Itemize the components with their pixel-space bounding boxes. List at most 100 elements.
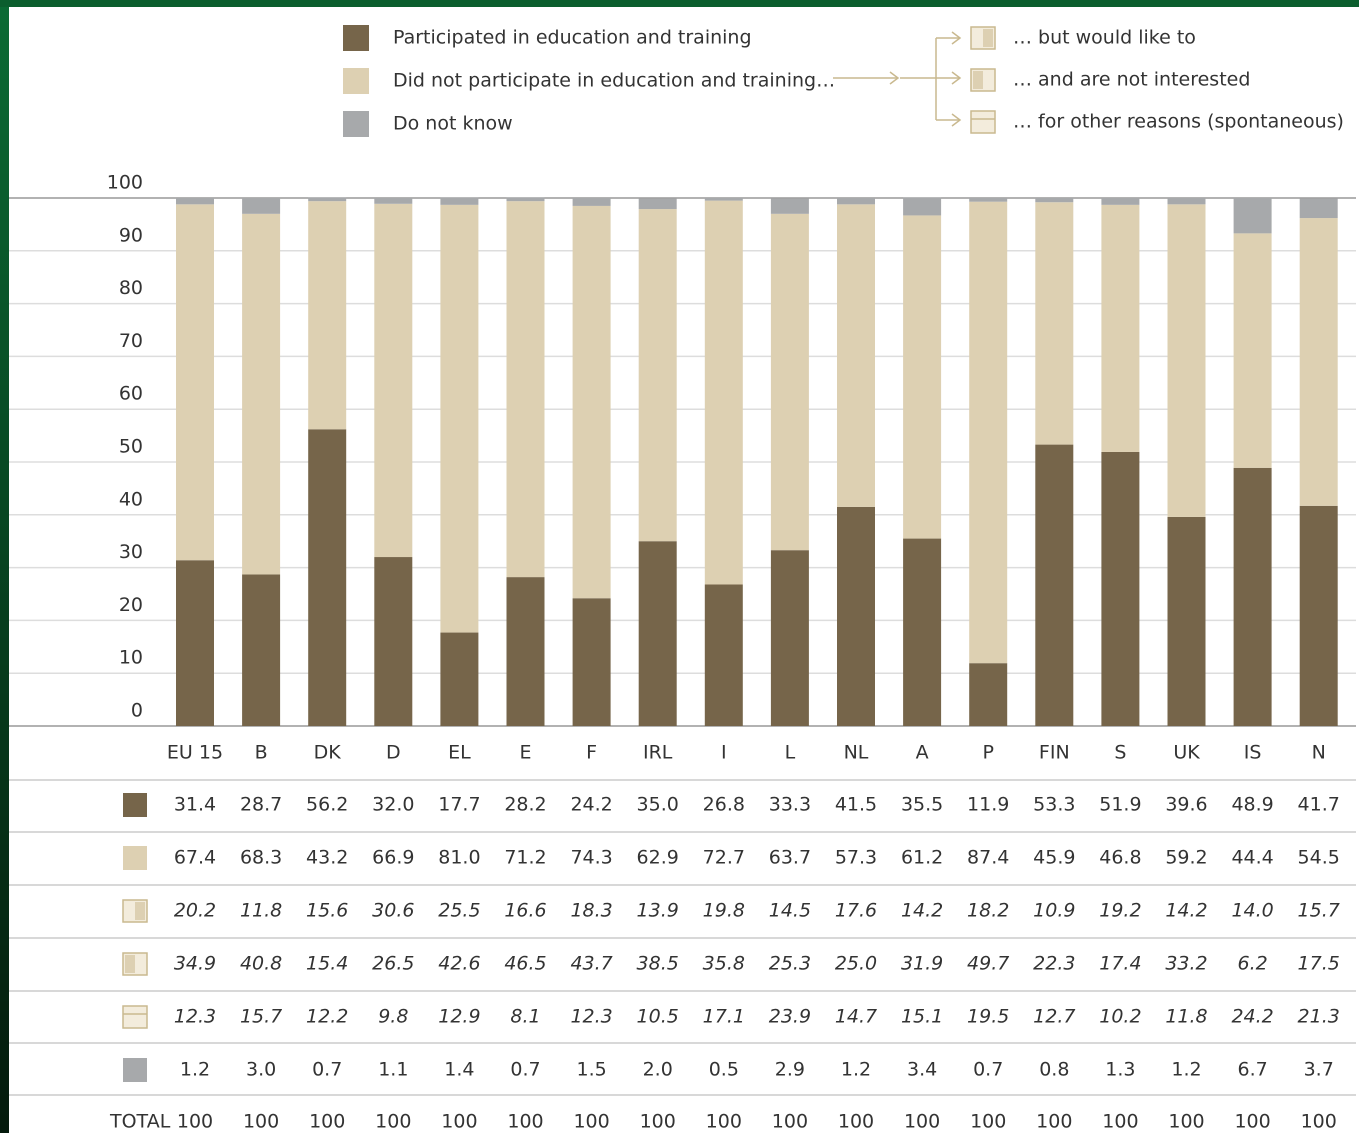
table-cell: 67.4: [174, 847, 216, 869]
table-cell: 100: [309, 1111, 345, 1133]
table-cell: 25.5: [438, 900, 480, 922]
y-tick-label: 90: [119, 224, 143, 246]
table-cell: 12.3: [570, 1006, 612, 1028]
table-cell: 17.6: [835, 900, 877, 922]
table-cell: 19.8: [703, 900, 745, 922]
table-cell: 0.7: [973, 1059, 1003, 1081]
table-cell: 12.2: [306, 1006, 348, 1028]
bar-segment: [374, 203, 413, 558]
table-cell: 14.0: [1231, 900, 1273, 922]
bar-segment: [440, 197, 479, 205]
table-cell: 11.8: [1165, 1006, 1207, 1028]
table-cell: 8.1: [510, 1006, 540, 1028]
table-cell: 30.6: [372, 900, 414, 922]
table-cell: 0.7: [510, 1059, 540, 1081]
table-cell: 18.3: [570, 900, 612, 922]
bar-segment: [704, 200, 743, 585]
bar-segment: [1299, 198, 1338, 219]
y-tick-label: 100: [107, 172, 143, 194]
legend-swatch: [343, 111, 369, 137]
bar-segment: [572, 598, 611, 726]
bar-segment: [506, 201, 545, 578]
table-cell: 49.7: [967, 953, 1009, 975]
table-cell: 68.3: [240, 847, 282, 869]
y-tick-label: 50: [119, 436, 143, 458]
table-cell: 10.9: [1033, 900, 1075, 922]
table-cell: 100: [772, 1111, 808, 1133]
table-cell: 57.3: [835, 847, 877, 869]
table-cell: 72.7: [703, 847, 745, 869]
legend-icon: [973, 71, 983, 89]
table-cell: 2.0: [643, 1059, 673, 1081]
table-cell: 31.9: [901, 953, 943, 975]
table-cell: 17.4: [1099, 953, 1141, 975]
table-cell: 66.9: [372, 847, 414, 869]
table-cell: 6.2: [1237, 953, 1267, 975]
bar-segment: [770, 213, 809, 551]
row-icon: [123, 793, 147, 817]
table-cell: 100: [1102, 1111, 1138, 1133]
bar-segment: [1101, 198, 1140, 205]
bar-segment: [638, 541, 677, 726]
bar-segment: [903, 538, 942, 726]
table-cell: 23.9: [769, 1006, 811, 1028]
table-cell: 100: [1168, 1111, 1204, 1133]
table-cell: 71.2: [504, 847, 546, 869]
bar-segment: [242, 213, 281, 575]
legend-label: Participated in education and training: [393, 27, 752, 49]
table-cell: 100: [573, 1111, 609, 1133]
bar-segment: [440, 632, 479, 726]
legend-icon: [970, 110, 996, 134]
bar-segment: [1101, 204, 1140, 452]
bar-segment: [837, 204, 875, 507]
bar-segment: [770, 550, 809, 726]
table-cell: 11.8: [240, 900, 282, 922]
bar-segment: [969, 663, 1008, 726]
table-cell: 40.8: [240, 953, 282, 975]
bar-segment: [506, 577, 545, 726]
table-cell: 81.0: [438, 847, 480, 869]
row-label: TOTAL: [109, 1111, 171, 1133]
y-tick-label: 60: [119, 383, 143, 405]
table-cell: 35.5: [901, 794, 943, 816]
table-cell: 61.2: [901, 847, 943, 869]
table-cell: 100: [1301, 1111, 1337, 1133]
table-cell: 15.4: [306, 953, 348, 975]
table-cell: 6.7: [1237, 1059, 1267, 1081]
row-icon: [122, 1005, 148, 1029]
table-cell: 24.2: [570, 794, 612, 816]
table-cell: 53.3: [1033, 794, 1075, 816]
bar-segment: [1035, 202, 1074, 445]
x-tick-label: I: [721, 742, 727, 764]
bar-segment: [1101, 451, 1140, 726]
table-cell: 1.2: [841, 1059, 871, 1081]
bar-segment: [1299, 218, 1338, 506]
table-cell: 100: [640, 1111, 676, 1133]
table-cell: 9.8: [378, 1006, 408, 1028]
x-tick-label: S: [1114, 742, 1126, 764]
legend-label: … for other reasons (spontaneous): [1013, 111, 1344, 133]
table-cell: 31.4: [174, 794, 216, 816]
y-tick-label: 40: [119, 488, 143, 510]
table-cell: 15.1: [901, 1006, 943, 1028]
bar-segment: [903, 197, 942, 216]
bar-segment: [242, 198, 281, 214]
table-cell: 100: [706, 1111, 742, 1133]
table-cell: 14.7: [835, 1006, 877, 1028]
table-cell: 21.3: [1298, 1006, 1340, 1028]
bar-segment: [506, 197, 545, 202]
table-cell: 28.7: [240, 794, 282, 816]
legend-label: … and are not interested: [1013, 69, 1250, 91]
row-icon: [123, 846, 147, 870]
bar-segment: [242, 574, 281, 726]
table-cell: 3.7: [1304, 1059, 1334, 1081]
table-cell: 39.6: [1165, 794, 1207, 816]
x-tick-label: UK: [1173, 742, 1200, 764]
table-cell: 2.9: [775, 1059, 805, 1081]
x-tick-label: N: [1312, 742, 1326, 764]
table-cell: 43.2: [306, 847, 348, 869]
table-cell: 14.2: [901, 900, 943, 922]
bar-segment: [770, 198, 809, 214]
table-cell: 33.2: [1165, 953, 1207, 975]
